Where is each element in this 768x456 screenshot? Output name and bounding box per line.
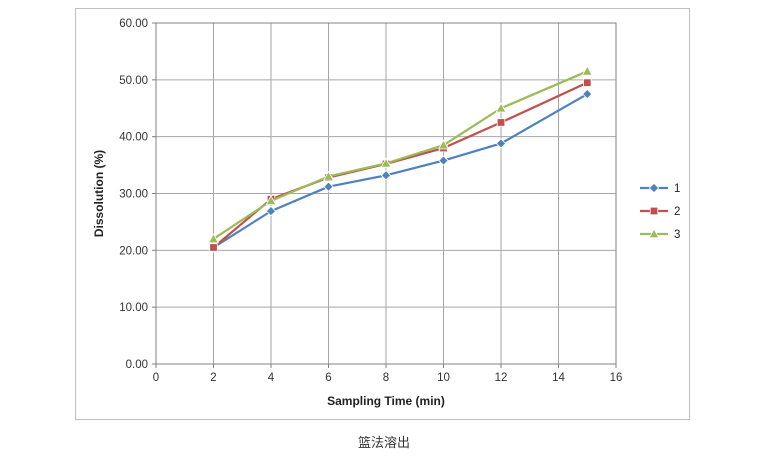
diamond-marker (648, 182, 660, 194)
svg-text:8: 8 (383, 372, 389, 384)
diamond-marker (438, 155, 449, 166)
series-line-2 (212, 81, 588, 249)
square-marker (583, 78, 592, 87)
triangle-marker (438, 139, 449, 150)
legend-label: 3 (674, 229, 680, 241)
svg-text:14: 14 (552, 372, 565, 384)
svg-text:40.00: 40.00 (119, 132, 148, 144)
gridlines (156, 23, 616, 364)
svg-text:60.00: 60.00 (119, 18, 148, 30)
svg-text:20.00: 20.00 (119, 245, 148, 257)
series-2 (209, 78, 592, 252)
triangle-marker (323, 170, 334, 181)
chart-legend: 1 2 3 (640, 182, 680, 241)
diamond-marker (323, 181, 334, 192)
triangle-marker (208, 233, 219, 244)
svg-text:50.00: 50.00 (119, 75, 148, 87)
svg-text:12: 12 (495, 372, 508, 384)
legend-item-3: 3 (640, 228, 680, 241)
legend-label: 1 (674, 183, 680, 195)
series-1 (208, 88, 593, 253)
svg-text:4: 4 (268, 372, 275, 384)
svg-text:10: 10 (437, 372, 450, 384)
svg-text:0.00: 0.00 (126, 359, 148, 371)
dissolution-line-chart: 0 2 4 6 8 10 12 14 160.0010.0020.0030.0040.0050.… (92, 18, 680, 408)
chart-caption: 篮法溶出 (357, 435, 410, 450)
svg-text:0: 0 (153, 372, 159, 384)
square-marker (209, 243, 218, 252)
x-tick-labels: 0 2 4 6 8 10 12 14 16 (153, 372, 623, 384)
legend-item-1: 1 (640, 182, 680, 195)
triangle-marker (380, 157, 392, 168)
svg-text:10.00: 10.00 (119, 302, 148, 314)
y-axis-title: Dissolution (%) (92, 150, 106, 237)
series-line-1 (212, 93, 588, 249)
svg-text:16: 16 (610, 372, 623, 384)
svg-text:2: 2 (210, 372, 216, 384)
square-marker (496, 118, 506, 127)
legend-item-2: 2 (640, 206, 680, 218)
square-marker (649, 206, 659, 216)
triangle-marker (265, 195, 277, 206)
y-tick-labels: 0.00 10.00 20.00 30.00 40.00 50.00 60.00 (119, 18, 148, 371)
svg-text:6: 6 (325, 372, 331, 384)
x-axis-title: Sampling Time (min) (327, 394, 445, 408)
chart-frame: 0 2 4 6 8 10 12 14 16 0.00 10.00 20.00 30.00 40.00 50.… (75, 8, 690, 420)
series-3 (208, 65, 593, 244)
diamond-marker (582, 88, 593, 100)
diamond-marker (380, 170, 392, 181)
triangle-marker (495, 102, 507, 113)
legend-label: 2 (674, 206, 680, 218)
tick-marks (152, 22, 617, 368)
triangle-marker (648, 228, 660, 239)
diamond-marker (265, 205, 277, 217)
diamond-marker (495, 138, 507, 149)
svg-text:30.00: 30.00 (119, 189, 148, 201)
triangle-marker (581, 65, 593, 76)
